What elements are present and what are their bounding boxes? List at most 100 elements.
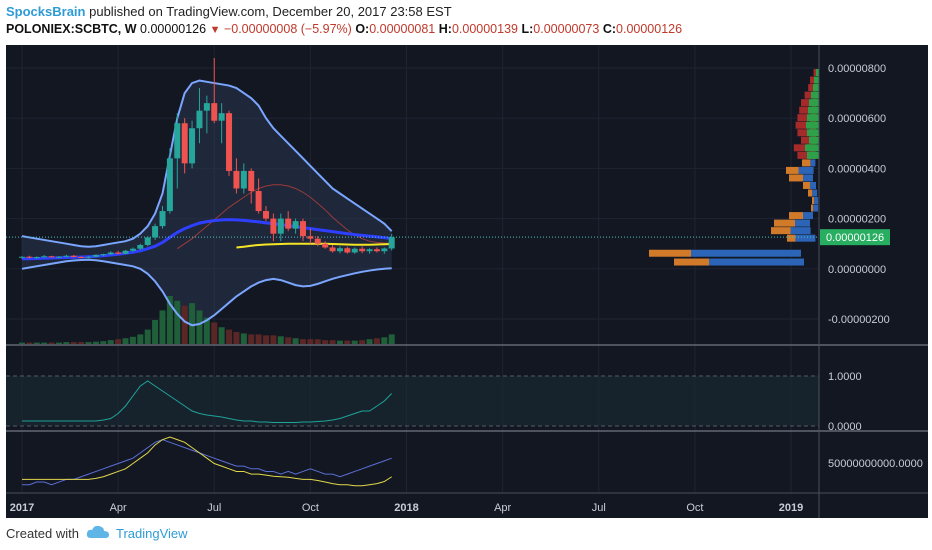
candle-body <box>322 243 329 248</box>
volume-bar <box>70 342 77 344</box>
volume-bar <box>218 327 225 344</box>
candle-body <box>70 255 77 258</box>
close-value: 0.00000126 <box>616 22 683 36</box>
profile-bar-blue <box>691 249 801 257</box>
volume-bar <box>144 329 151 344</box>
price-tick-label: 0.00000600 <box>828 113 886 125</box>
candle-body <box>196 110 203 129</box>
profile-bar-green <box>811 91 819 99</box>
indicator1-tick-label: 0.0000 <box>828 421 862 433</box>
volume-bar <box>233 332 240 344</box>
volume-bar <box>351 340 358 344</box>
candle-body <box>129 248 136 251</box>
candle-body <box>307 236 314 239</box>
profile-bar-blue <box>790 227 811 235</box>
candle-body <box>366 249 373 252</box>
indicator-panes <box>6 344 928 487</box>
candle-body <box>336 248 343 252</box>
candle-body <box>226 113 233 171</box>
candle-body <box>381 248 388 252</box>
ohlc-line: POLONIEX:SCBTC, W 0.00000126 ▼ −0.000000… <box>6 22 682 36</box>
volume-bar <box>196 310 203 344</box>
volume-bar <box>78 342 85 344</box>
candle-body <box>329 247 336 252</box>
profile-bar-green <box>809 136 819 144</box>
profile-bar-blue <box>803 212 813 220</box>
time-tick-label: Apr <box>110 502 127 514</box>
volume-bar <box>381 337 388 344</box>
profile-bar-red <box>813 69 816 77</box>
symbol-label: POLONIEX:SCBTC, W <box>6 22 137 36</box>
author-link[interactable]: SpocksBrain <box>6 4 86 19</box>
volume-bar <box>92 341 99 344</box>
profile-bar-blue <box>813 204 819 212</box>
candle-body <box>388 237 395 249</box>
profile-bar-green <box>809 99 819 107</box>
candle-body <box>63 255 70 257</box>
volume-bar <box>100 341 107 344</box>
profile-bar-red <box>797 114 807 122</box>
candle-body <box>255 190 262 212</box>
candle-body <box>85 256 92 258</box>
profile-bar-blue <box>803 174 813 182</box>
tradingview-link[interactable]: TradingView <box>116 526 188 541</box>
time-tick-label: Jul <box>592 502 606 514</box>
profile-bar-blue <box>709 258 804 266</box>
candle-body <box>211 103 218 121</box>
profile-bar-red <box>801 99 809 107</box>
candle-body <box>33 257 40 259</box>
time-tick-label: 2018 <box>394 502 418 514</box>
profile-bar-red <box>797 151 807 159</box>
profile-bar-red <box>799 106 808 114</box>
profile-bar-blue <box>798 166 814 174</box>
published-text: published on TradingView.com, December 2… <box>89 4 452 19</box>
profile-bar-blue <box>795 234 816 242</box>
candle-body <box>240 170 247 189</box>
volume-bar <box>211 322 218 344</box>
price-tick-label: 0.00000400 <box>828 163 886 175</box>
time-tick-label: 2019 <box>779 502 803 514</box>
profile-bar-orange <box>787 234 796 242</box>
profile-bar-orange <box>786 166 799 174</box>
volume-bar <box>41 342 48 344</box>
volume-bar <box>159 310 166 344</box>
candle-body <box>174 123 181 159</box>
volume-bar <box>85 342 92 344</box>
volume-bar <box>299 339 306 344</box>
profile-bar-green <box>807 114 819 122</box>
chart-canvas[interactable]: 0.00000800 0.00000600 0.00000400 0.00000200… <box>6 45 928 518</box>
bollinger-upper-line <box>21 79 393 248</box>
volume-bar <box>322 340 329 344</box>
candle-body <box>314 238 321 244</box>
profile-bar-blue <box>795 219 810 227</box>
low-label: L: <box>521 22 534 36</box>
candlesticks <box>19 57 395 259</box>
volume-bar <box>314 339 321 344</box>
bollinger-fill <box>22 80 392 326</box>
volume-bar <box>307 339 314 344</box>
volume-bar <box>203 317 210 344</box>
profile-bar-red <box>795 121 806 129</box>
profile-bar-green <box>807 151 819 159</box>
indicator1-band <box>6 376 819 426</box>
candle-body <box>48 256 55 258</box>
profile-bar-green <box>814 76 819 84</box>
volume-bar <box>366 339 373 344</box>
candle-body <box>359 248 366 252</box>
volume-bar <box>285 337 292 344</box>
candle-body <box>137 244 144 249</box>
bollinger-lower-line <box>21 258 392 327</box>
candle-body <box>248 170 255 191</box>
candle-body <box>144 237 151 245</box>
profile-bar-orange <box>649 249 691 257</box>
open-value: 0.00000081 <box>369 22 436 36</box>
candle-body <box>351 248 358 253</box>
volume-bar <box>137 334 144 344</box>
down-arrow-icon: ▼ <box>209 24 221 36</box>
candle-body <box>26 256 33 258</box>
volume-bar <box>55 342 62 344</box>
profile-bar-green <box>813 84 819 92</box>
volume-bars <box>19 296 395 344</box>
volume-bar <box>129 336 136 344</box>
profile-bar-orange <box>811 204 814 212</box>
